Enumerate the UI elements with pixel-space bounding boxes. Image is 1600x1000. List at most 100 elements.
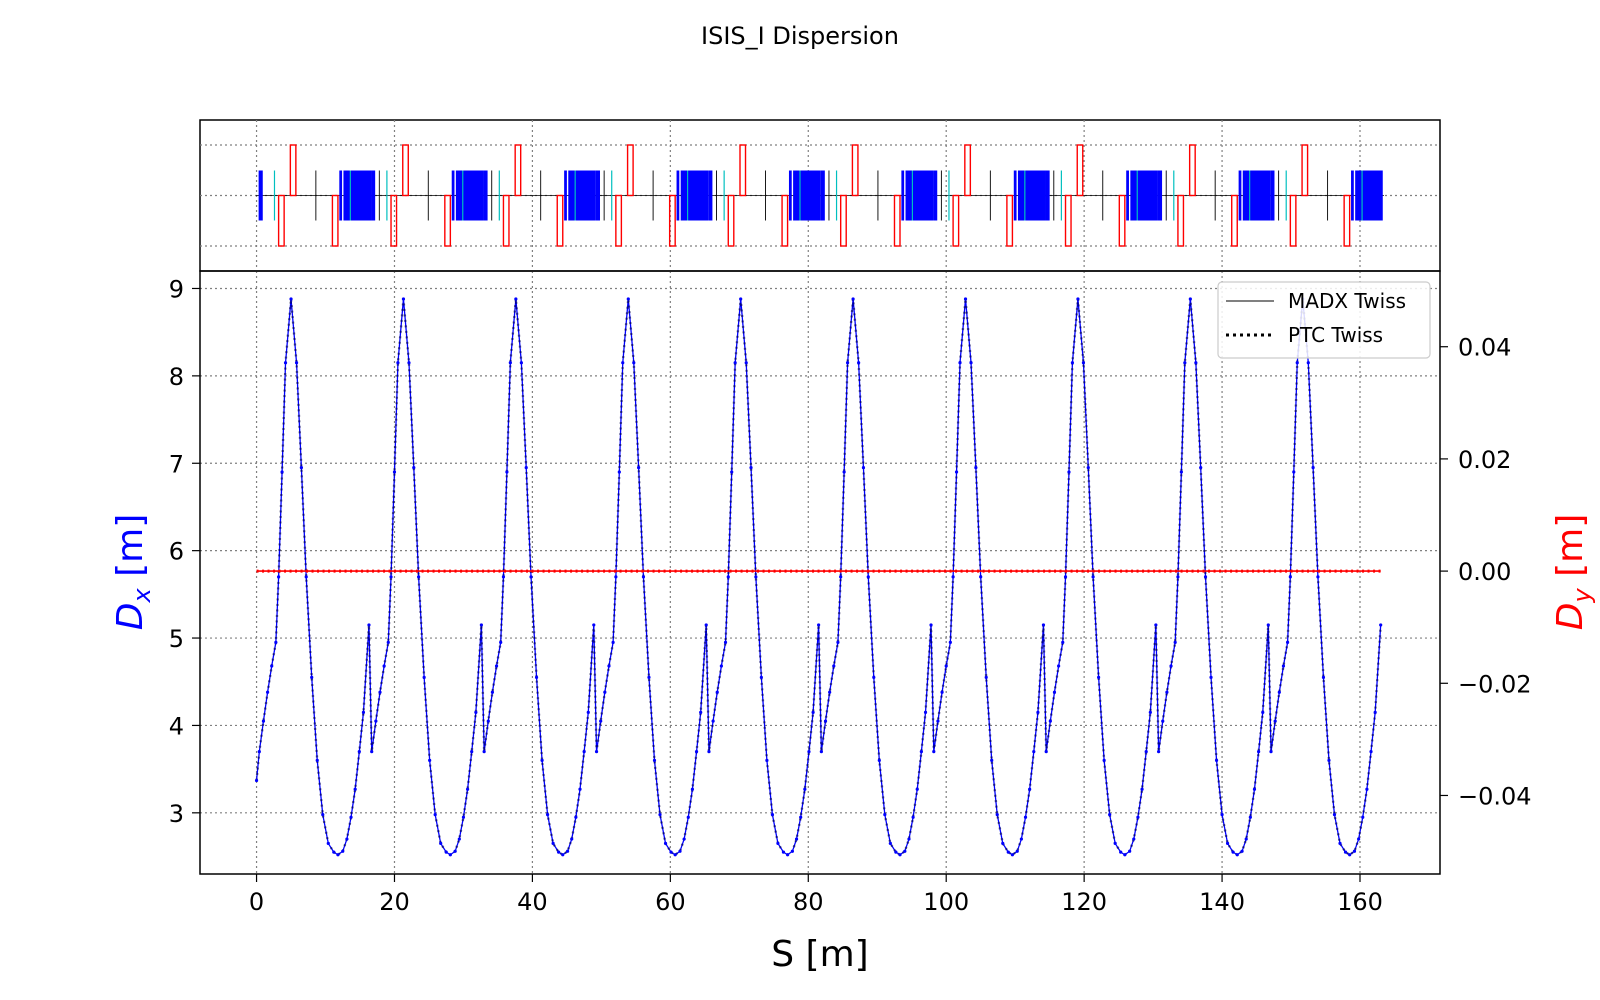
dx-point — [417, 575, 421, 579]
dx-point — [682, 837, 686, 841]
dipole-element — [1351, 170, 1354, 221]
dx-point — [574, 815, 578, 819]
x-tick-label: 120 — [1061, 888, 1107, 916]
dx-point — [270, 664, 274, 668]
dipole-element — [1130, 170, 1158, 221]
y-left-tick-label: 6 — [169, 538, 184, 566]
quadrupole-element — [1118, 194, 1126, 247]
dx-point — [370, 750, 374, 754]
dx-point — [1365, 787, 1369, 791]
y-left-tick-label: 4 — [169, 712, 184, 740]
dx-point — [1132, 837, 1136, 841]
dx-point — [1316, 575, 1320, 579]
dx-point — [1209, 675, 1213, 679]
dx-point — [1327, 758, 1331, 762]
quadrupole-element — [1064, 194, 1072, 247]
dx-point — [1165, 690, 1169, 694]
dx-point — [1252, 787, 1257, 791]
dx-point — [883, 812, 887, 817]
dx-point — [603, 690, 607, 694]
dx-point — [1023, 815, 1028, 819]
dx-point — [439, 841, 443, 846]
dx-point — [832, 664, 836, 668]
dx-point — [923, 710, 928, 714]
dx-point — [482, 750, 486, 754]
dx-point — [749, 466, 753, 470]
quadrupole-element — [1076, 144, 1084, 197]
dx-point — [730, 470, 734, 474]
dx-point — [614, 575, 618, 579]
dipole-element — [451, 170, 455, 221]
dx-point — [898, 853, 902, 857]
dx-point — [357, 750, 361, 754]
dx-point — [349, 815, 353, 819]
dx-point — [315, 758, 319, 762]
quadrupole-element — [839, 194, 847, 247]
dx-point — [990, 758, 994, 762]
dipole-element — [820, 170, 825, 221]
dx-point — [479, 623, 483, 627]
dx-point — [995, 812, 999, 817]
quadrupole-element — [952, 194, 960, 247]
dx-point — [254, 778, 259, 783]
right-y-axis-label: Dy [m] — [1550, 514, 1596, 631]
dx-point — [888, 841, 892, 846]
dx-point — [428, 758, 432, 762]
dx-point — [1183, 361, 1187, 365]
quadrupole-element — [851, 144, 859, 197]
dx-point — [494, 664, 499, 668]
dx-point — [386, 640, 390, 645]
dx-point — [607, 664, 611, 668]
dx-point — [341, 849, 345, 853]
dipole-element — [901, 170, 905, 221]
dx-point — [799, 815, 803, 819]
dx-point — [1001, 841, 1005, 846]
dx-point — [776, 841, 780, 846]
dipole-element — [339, 170, 343, 221]
dx-point — [1036, 710, 1040, 714]
dx-point — [819, 750, 823, 754]
dipole-element — [1242, 170, 1271, 221]
dx-point — [678, 849, 682, 853]
dx-ptc-line — [255, 298, 1382, 857]
dx-point — [310, 675, 314, 679]
dx-point — [984, 675, 988, 679]
dx-point — [765, 758, 769, 762]
dx-point — [1081, 361, 1086, 365]
x-axis-ticks: 0 20 40 60 80 100 120 140 160 — [249, 874, 1383, 916]
dx-point — [1161, 719, 1165, 723]
dx-point — [861, 466, 866, 470]
dx-point — [461, 815, 466, 819]
x-tick-label: 20 — [379, 888, 410, 916]
dx-point — [711, 719, 715, 723]
quadrupole-element — [739, 144, 747, 197]
dipole-element — [595, 170, 600, 221]
dx-point — [781, 850, 786, 854]
y-right-tick-label: 0.04 — [1458, 334, 1511, 362]
dx-point — [557, 850, 561, 854]
dx-point — [1041, 623, 1046, 627]
legend-label-ptc: PTC Twiss — [1288, 323, 1383, 347]
dx-point — [845, 361, 850, 365]
y-left-tick-label: 5 — [169, 625, 184, 653]
dx-point — [1010, 853, 1015, 857]
dx-point — [1248, 815, 1252, 819]
dx-point — [457, 837, 461, 841]
dx-point — [1261, 710, 1265, 714]
dx-point — [1091, 575, 1095, 579]
dx-point — [1032, 750, 1036, 754]
dx-point — [872, 675, 876, 679]
dx-point — [1266, 623, 1270, 627]
dx-point — [1295, 361, 1299, 365]
dx-point — [839, 575, 843, 579]
x-tick-label: 140 — [1199, 888, 1245, 916]
dx-point — [866, 575, 870, 579]
dx-point — [1119, 850, 1123, 854]
dipole-element — [343, 170, 372, 221]
strip-elements — [258, 144, 1383, 247]
dx-point — [1148, 710, 1152, 714]
dx-point — [1285, 640, 1290, 645]
dx-point — [894, 850, 898, 854]
dx-point — [1128, 849, 1132, 853]
dx-point — [265, 690, 270, 694]
